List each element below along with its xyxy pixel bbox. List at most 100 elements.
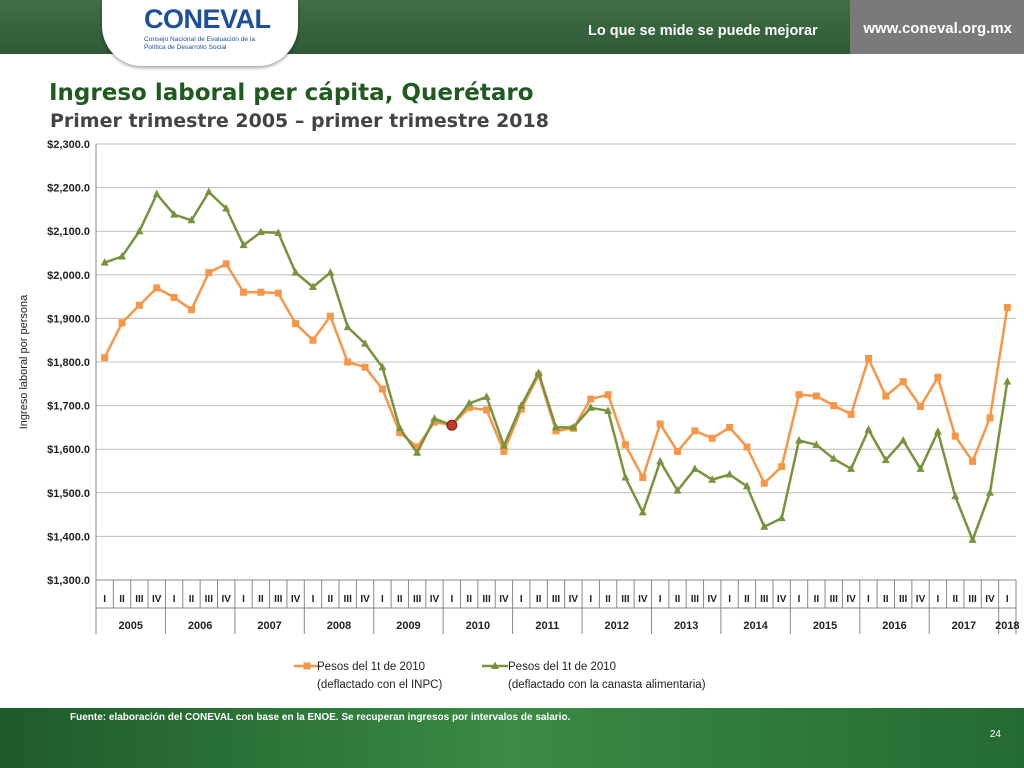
year-label: 2009 — [396, 620, 420, 632]
data-point — [969, 457, 977, 465]
data-point — [760, 479, 768, 487]
data-point — [586, 403, 595, 411]
quarter-label: III — [274, 594, 283, 605]
data-point — [534, 368, 543, 376]
quarter-label: I — [1006, 594, 1009, 605]
data-point — [742, 481, 751, 490]
slogan: Lo que se mide se puede mejorar — [588, 23, 818, 39]
data-point — [795, 435, 804, 444]
y-tick-label: $1,400.0 — [47, 531, 90, 543]
data-point — [1003, 304, 1011, 311]
data-point — [118, 251, 127, 260]
quarter-label: IV — [569, 594, 579, 605]
data-point — [778, 463, 786, 471]
data-point — [430, 418, 438, 426]
data-point — [812, 440, 821, 448]
data-point — [864, 425, 873, 433]
data-point — [396, 429, 404, 437]
data-point — [118, 319, 126, 327]
data-point — [587, 395, 595, 403]
coneval-logo[interactable]: CONEVAL Consejo Nacional de Evaluación d… — [102, 0, 298, 66]
quarter-label: II — [397, 594, 403, 605]
quarter-label: II — [119, 594, 125, 605]
quarter-label: II — [258, 594, 264, 605]
data-point — [847, 410, 855, 418]
quarter-label: IV — [221, 594, 231, 605]
quarter-label: II — [814, 594, 820, 605]
chart-subtitle: Primer trimestre 2005 – primer trimestre… — [50, 110, 549, 132]
y-tick-label: $1,700.0 — [47, 401, 90, 413]
gridlines — [95, 143, 1016, 581]
quarter-label: I — [728, 594, 731, 605]
data-point — [100, 258, 109, 266]
data-point — [135, 301, 143, 309]
quarter-label: III — [760, 594, 769, 605]
series-line — [103, 262, 1009, 485]
year-label: 2016 — [882, 620, 906, 632]
legend-label: (deflactado con la canasta alimentaria) — [508, 679, 706, 691]
data-point — [413, 448, 422, 456]
data-point — [639, 474, 647, 482]
data-point — [274, 228, 283, 236]
quarter-label: I — [520, 594, 523, 605]
data-point — [395, 423, 404, 432]
data-point — [222, 204, 231, 212]
data-point — [552, 427, 560, 435]
y-tick-label: $1,500.0 — [47, 488, 90, 500]
data-point — [934, 373, 942, 381]
legend-label: Pesos del 1t de 2010 — [317, 661, 425, 673]
data-point — [933, 427, 942, 435]
legend-label: Pesos del 1t de 2010 — [508, 661, 616, 673]
y-tick-label: $1,600.0 — [47, 444, 90, 456]
data-point — [465, 398, 474, 407]
quarter-label: I — [798, 594, 801, 605]
legend-marker — [491, 661, 499, 669]
quarter-label: I — [242, 594, 245, 605]
data-point — [604, 391, 612, 399]
website-link[interactable]: www.coneval.org.mx — [863, 20, 1012, 37]
quarter-label: IV — [360, 594, 370, 605]
quarter-label: I — [659, 594, 662, 605]
data-point — [951, 432, 959, 440]
page-number: 24 — [989, 729, 1001, 740]
data-point — [708, 475, 717, 483]
data-point — [343, 322, 352, 331]
quarter-label: III — [344, 594, 353, 605]
data-point — [187, 215, 196, 224]
quarter-label: III — [552, 594, 561, 605]
year-label: 2011 — [535, 620, 559, 632]
data-point — [256, 227, 265, 236]
data-point — [482, 392, 491, 400]
data-point — [361, 363, 369, 371]
quarter-label: I — [450, 594, 453, 605]
data-point — [604, 406, 613, 414]
data-point — [847, 464, 856, 472]
quarter-label: I — [173, 594, 176, 605]
quarter-label: I — [312, 594, 315, 605]
data-point — [917, 402, 925, 410]
data-point — [690, 464, 699, 472]
series-lines — [100, 187, 1012, 543]
quarter-label: III — [621, 594, 630, 605]
data-point — [726, 423, 734, 431]
data-point — [708, 434, 716, 442]
data-point — [968, 535, 977, 543]
legend: Pesos del 1t de 2010 (deflactado con el I… — [294, 661, 706, 691]
data-point — [829, 454, 838, 462]
data-point — [101, 354, 109, 362]
data-point — [986, 414, 994, 422]
quarter-label: II — [466, 594, 472, 605]
y-tick-label: $1,800.0 — [47, 357, 90, 369]
data-point — [240, 288, 248, 296]
data-point — [291, 268, 300, 276]
data-point — [795, 391, 803, 399]
quarter-label: II — [744, 594, 750, 605]
quarter-label: IV — [152, 594, 162, 605]
quarter-label: III — [482, 594, 491, 605]
data-point — [743, 443, 751, 451]
y-axis-ticks: $1,300.0 $1,400.0 $1,500.0 $1,600.0 $1,700.0… — [47, 139, 90, 587]
data-point — [257, 288, 265, 296]
data-point — [691, 427, 699, 435]
data-point — [656, 456, 665, 465]
year-label: 2015 — [813, 620, 837, 632]
